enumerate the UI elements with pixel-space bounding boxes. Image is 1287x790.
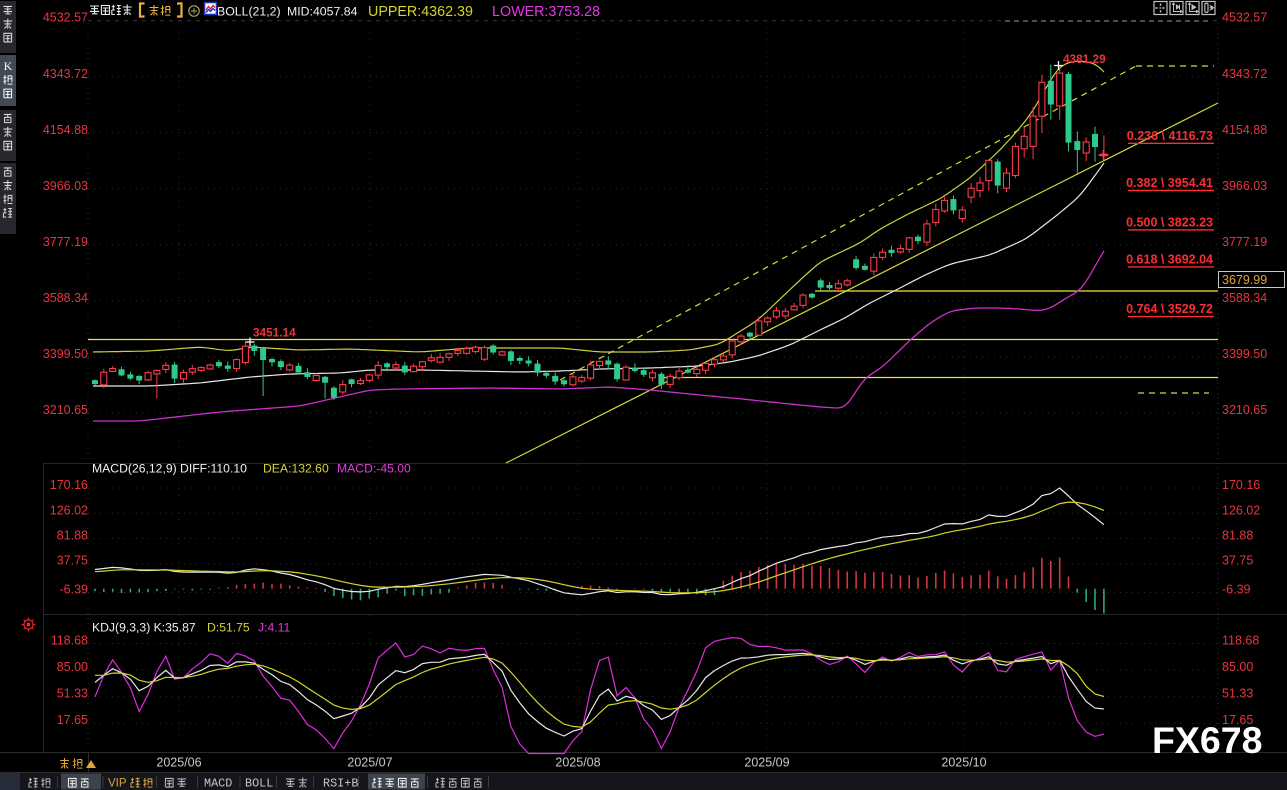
svg-text:0.618 \ 3692.04: 0.618 \ 3692.04 [1126,252,1213,266]
svg-text:MACD: MACD [204,777,232,790]
svg-text:3777.19: 3777.19 [43,235,88,249]
svg-text:81.88: 81.88 [1222,529,1253,543]
svg-text:3966.03: 3966.03 [43,179,88,193]
svg-text:0.764 \ 3529.72: 0.764 \ 3529.72 [1126,302,1213,316]
svg-text:4343.72: 4343.72 [1222,67,1267,81]
svg-text:3966.03: 3966.03 [1222,179,1267,193]
svg-text:3679.99: 3679.99 [1222,273,1267,287]
svg-text:85.00: 85.00 [57,660,88,674]
svg-text:2025/09: 2025/09 [744,756,789,770]
svg-text:126.02: 126.02 [1222,503,1260,517]
svg-text:3399.50: 3399.50 [1222,347,1267,361]
svg-text:LOWER:3753.28: LOWER:3753.28 [492,4,600,20]
svg-text:K: K [4,59,13,73]
svg-text:J:4.11: J:4.11 [258,621,291,635]
svg-text:3399.50: 3399.50 [43,347,88,361]
svg-text:4343.72: 4343.72 [43,67,88,81]
svg-text:2025/06: 2025/06 [156,756,201,770]
svg-text:3451.14: 3451.14 [253,326,296,340]
svg-text:4532.57: 4532.57 [43,11,88,25]
svg-text:KDJ(9,3,3) K:35.87: KDJ(9,3,3) K:35.87 [92,621,196,635]
svg-text:2025/08: 2025/08 [555,756,600,770]
svg-text:17.65: 17.65 [57,713,88,727]
svg-text:4154.88: 4154.88 [43,123,88,137]
svg-text:VIP: VIP [108,778,127,790]
svg-text:-6.39: -6.39 [1222,583,1251,597]
svg-text:118.68: 118.68 [51,634,88,648]
svg-text:118.68: 118.68 [1222,634,1259,648]
svg-text:17.65: 17.65 [1222,713,1253,727]
svg-text:3588.34: 3588.34 [43,291,88,305]
svg-text:37.75: 37.75 [1222,554,1253,568]
svg-text:4532.57: 4532.57 [1222,11,1267,25]
svg-text:RSI+B: RSI+B [323,777,358,790]
svg-text:FX678: FX678 [1152,719,1263,761]
svg-text:170.16: 170.16 [50,478,88,492]
svg-text:3210.65: 3210.65 [43,403,88,417]
svg-text:-6.39: -6.39 [60,583,89,597]
svg-text:37.75: 37.75 [57,554,88,568]
svg-text:MID:4057.84: MID:4057.84 [287,5,358,19]
svg-text:MACD:-45.00: MACD:-45.00 [337,462,411,476]
svg-text:4381.29: 4381.29 [1063,52,1106,66]
svg-text:2025/10: 2025/10 [941,756,986,770]
svg-text:BOLL: BOLL [245,777,273,790]
svg-text:UPPER:4362.39: UPPER:4362.39 [368,4,473,20]
svg-text:2025/07: 2025/07 [347,756,392,770]
svg-text:0.500 \ 3823.23: 0.500 \ 3823.23 [1126,215,1213,229]
svg-text:81.88: 81.88 [57,529,88,543]
svg-text:126.02: 126.02 [50,503,88,517]
svg-text:0.236 \ 4116.73: 0.236 \ 4116.73 [1127,129,1213,143]
svg-text:MACD(26,12,9) DIFF:110.10: MACD(26,12,9) DIFF:110.10 [92,462,247,476]
svg-text:170.16: 170.16 [1222,478,1260,492]
svg-text:0.382 \ 3954.41: 0.382 \ 3954.41 [1126,176,1213,190]
svg-text:D:51.75: D:51.75 [207,621,250,635]
svg-text:51.33: 51.33 [57,687,88,701]
svg-text:51.33: 51.33 [1222,687,1253,701]
svg-text:3777.19: 3777.19 [1222,235,1267,249]
svg-text:3210.65: 3210.65 [1222,403,1267,417]
svg-text:3588.34: 3588.34 [1222,291,1267,305]
svg-text:85.00: 85.00 [1222,660,1253,674]
svg-text:BOLL(21,2): BOLL(21,2) [217,5,281,19]
svg-text:DEA:132.60: DEA:132.60 [263,462,329,476]
svg-text:4154.88: 4154.88 [1222,123,1267,137]
